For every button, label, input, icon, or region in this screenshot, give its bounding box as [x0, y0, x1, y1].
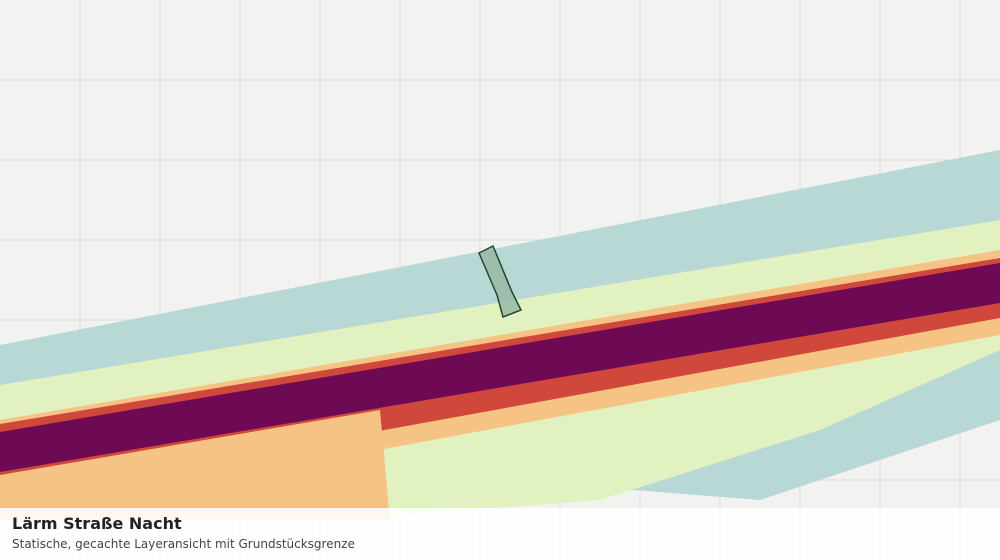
map-subtitle: Statische, gecachte Layeransicht mit Gru… [12, 537, 355, 551]
parcel-boundary[interactable] [478, 244, 523, 319]
caption-panel: Lärm Straße Nacht Statische, gecachte La… [0, 508, 1000, 560]
noise-band-purple [0, 263, 1000, 472]
map-title: Lärm Straße Nacht [12, 514, 182, 533]
noise-band-orange-lower [0, 410, 390, 520]
